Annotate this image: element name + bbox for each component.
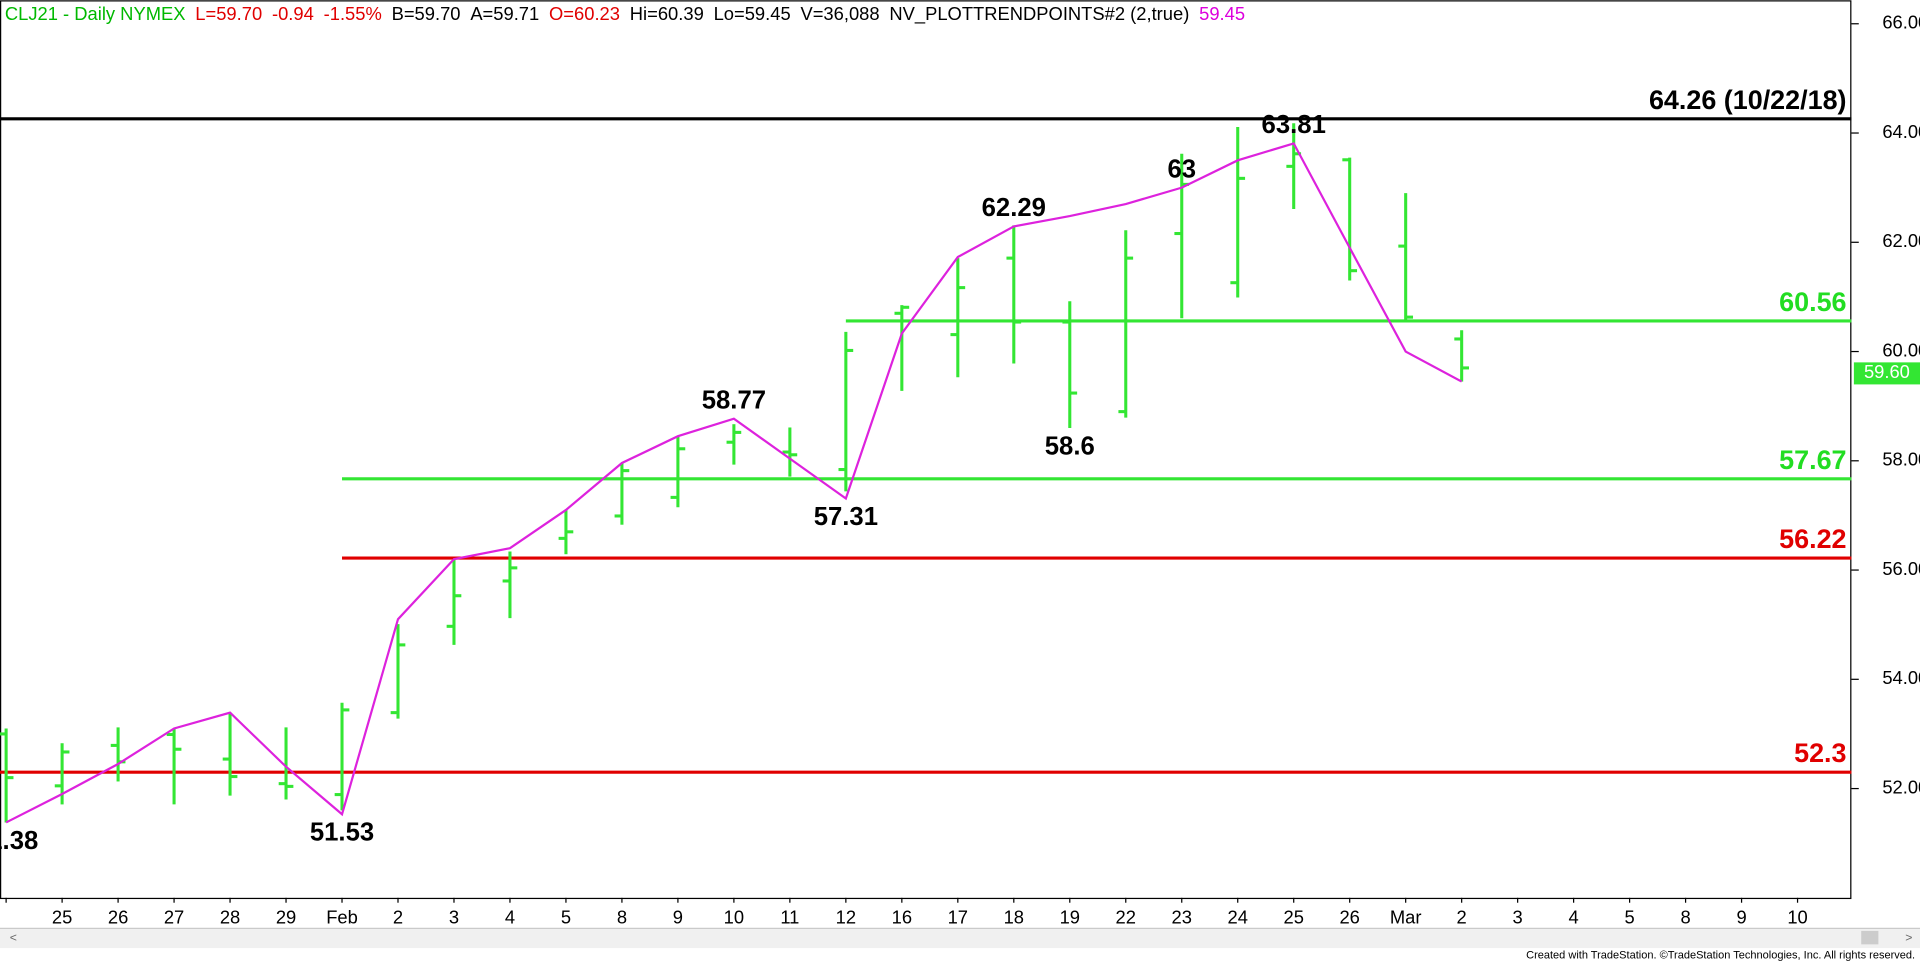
header-item: NV_PLOTTRENDPOINTS#2 (2,true): [889, 3, 1189, 25]
x-tick-label: 16: [892, 906, 912, 927]
point-label: 63.81: [1262, 111, 1326, 139]
scrollbar[interactable]: [0, 928, 1920, 949]
x-tick-label: 23: [1172, 906, 1192, 927]
y-tick-label: 62.00: [1882, 230, 1920, 251]
x-tick-label: 8: [617, 906, 627, 927]
x-tick-label: 11: [780, 906, 799, 927]
scroll-left[interactable]: <: [10, 930, 17, 944]
header-item: V=36,088: [800, 3, 879, 24]
x-tick-label: 8: [1680, 906, 1690, 927]
y-tick-label: 64.00: [1882, 121, 1920, 142]
last-price-tag: [1853, 362, 1920, 385]
scroll-thumb[interactable]: [1861, 930, 1879, 945]
header-item: O=60.23: [549, 3, 620, 24]
footer: Created with TradeStation. ©TradeStation…: [1526, 949, 1915, 961]
header-item: Lo=59.45: [714, 3, 791, 24]
x-tick-label: 28: [220, 906, 240, 927]
header-item: B=59.70: [392, 3, 461, 24]
x-tick-label: 10: [724, 906, 744, 927]
y-tick-label: 66.00: [1882, 12, 1920, 33]
x-tick-label: 24: [1228, 906, 1248, 927]
trend-line: [5, 142, 1463, 824]
point-label: 58.77: [702, 386, 766, 414]
header-item: CLJ21 - Daily NYMEX: [5, 3, 186, 24]
x-tick-label: 12: [836, 906, 856, 927]
header-item: A=59.71: [470, 3, 539, 24]
y-tick-label: 56.00: [1882, 558, 1920, 579]
y-tick-label: 52.00: [1882, 776, 1920, 797]
level-label: 60.56: [1779, 287, 1846, 317]
header-item: -1.55%: [324, 3, 382, 24]
level-label: 57.67: [1779, 445, 1846, 475]
x-tick-label: 2: [1457, 906, 1467, 927]
point-label: 57.31: [814, 503, 878, 531]
x-tick-label: 4: [505, 906, 515, 927]
point-label: 58.6: [1045, 432, 1095, 460]
point-label: 62.29: [982, 194, 1046, 222]
x-tick-label: 9: [1736, 906, 1746, 927]
plot-frame: [0, 0, 1852, 900]
point-label: 51.53: [310, 819, 374, 847]
x-tick-label: 4: [1569, 906, 1579, 927]
y-tick-label: 58.00: [1882, 449, 1920, 470]
x-tick-label: 27: [164, 906, 184, 927]
level-label: 64.26 (10/22/18): [1649, 85, 1847, 115]
x-tick-label: 2: [393, 906, 403, 927]
y-tick-label: 54.00: [1882, 667, 1920, 688]
header-item: 59.45: [1199, 3, 1245, 24]
x-tick-label: 9: [673, 906, 683, 927]
level-label: 52.3: [1794, 738, 1846, 768]
point-label: 51.38: [0, 827, 38, 855]
scroll-right[interactable]: >: [1905, 930, 1912, 944]
header: CLJ21 - Daily NYMEX L=59.70 -0.94 -1.55% B=5…: [5, 3, 1245, 25]
last-price-label: 59.60: [1864, 361, 1910, 382]
x-tick-label: 25: [52, 906, 72, 927]
x-tick-label: 3: [1513, 906, 1523, 927]
header-item: L=59.70: [195, 3, 262, 24]
x-tick-label: Feb: [326, 906, 358, 927]
x-tick-label: 26: [1339, 906, 1359, 927]
x-tick-label: 10: [1787, 906, 1807, 927]
x-tick-label: 26: [108, 906, 128, 927]
x-tick-label: 5: [561, 906, 571, 927]
x-tick-label: 19: [1060, 906, 1080, 927]
level-label: 56.22: [1779, 524, 1846, 554]
header-item: Hi=60.39: [630, 3, 704, 24]
header-item: -0.94: [272, 3, 314, 24]
x-tick-label: 22: [1116, 906, 1136, 927]
point-label: 63: [1167, 155, 1196, 183]
x-tick-label: 18: [1004, 906, 1024, 927]
x-tick-label: 25: [1284, 906, 1304, 927]
x-tick-label: 17: [948, 906, 968, 927]
x-tick-label: 3: [449, 906, 459, 927]
x-tick-label: Mar: [1390, 906, 1422, 927]
x-tick-label: 5: [1624, 906, 1634, 927]
x-tick-label: 29: [276, 906, 296, 927]
y-tick-label: 60.00: [1882, 339, 1920, 360]
